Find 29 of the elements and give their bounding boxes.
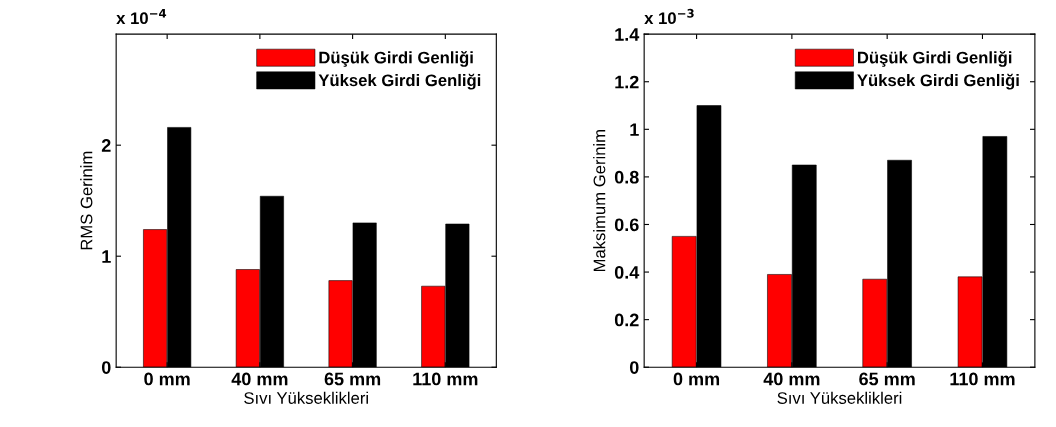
y-tick-label: 1.2	[615, 75, 639, 89]
x-axis-title: Sıvı Yükseklikleri	[244, 391, 368, 404]
x-tick-label: 65 mm	[859, 372, 915, 386]
y-tick-label: 0.8	[614, 170, 639, 184]
legend-label: Düşük Girdi Genliği	[319, 51, 473, 67]
legend-label: Yüksek Girdi Genliği	[857, 73, 1019, 90]
y-axis-title: Maksimum Gerinim	[593, 130, 606, 272]
x-tick-label: 110 mm	[950, 372, 1015, 386]
x-tick-label: 0 mm	[673, 372, 720, 386]
x-axis-title: Sıvı Yükseklikleri	[777, 391, 902, 404]
y-tick-label: 0.4	[614, 265, 640, 279]
y-axis-title: RMS Gerinim	[80, 151, 93, 250]
y-tick-label: 0	[101, 361, 111, 374]
legend-label: Düşük Girdi Genliği	[857, 51, 1012, 67]
x-tick-label: 40 mm	[231, 372, 288, 386]
y-tick-label: 2	[101, 139, 111, 152]
legend-label: Yüksek Girdi Genliği	[318, 73, 481, 90]
x-tick-label: 40 mm	[763, 372, 820, 386]
x-tick-label: 110 mm	[413, 372, 478, 386]
y-tick-label: 1	[630, 123, 639, 136]
x-tick-label: 65 mm	[324, 372, 381, 386]
y-tick-label: 0.6	[614, 218, 639, 232]
y-tick-label: 1.4	[615, 28, 640, 41]
text: x 10$^{−3}$	[644, 8, 694, 25]
x-tick-label: 0 mm	[144, 372, 190, 386]
y-tick-label: 0.2	[614, 313, 639, 327]
y-tick-label: 1	[102, 250, 111, 263]
text: x 10$^{−4}$	[116, 9, 167, 25]
y-tick-label: 0	[629, 361, 639, 374]
